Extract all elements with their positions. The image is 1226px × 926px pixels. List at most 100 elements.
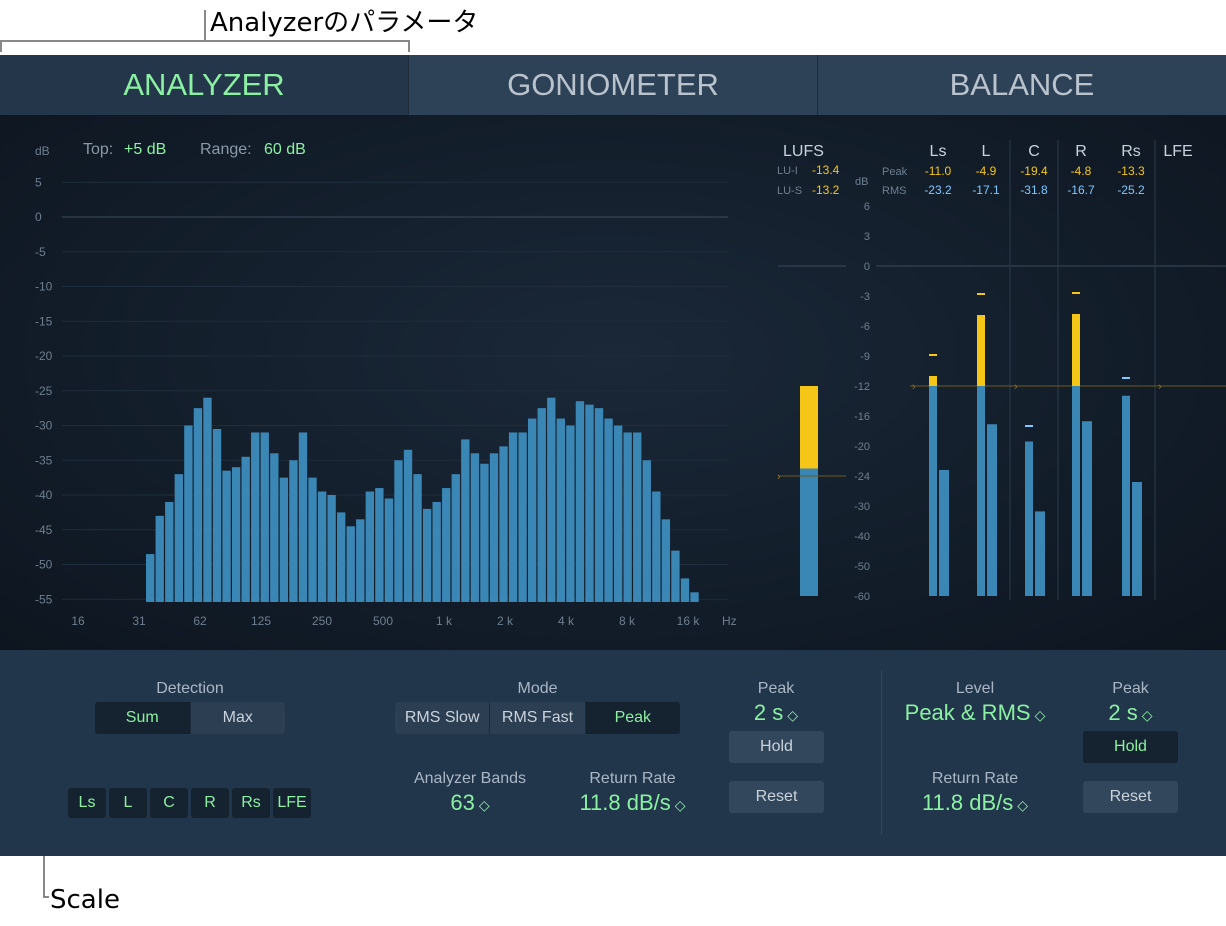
analyzer-band-bar	[165, 501, 174, 602]
analyzer-band-bar	[556, 418, 565, 602]
channel-l-button[interactable]: L	[109, 788, 147, 818]
return-rate-label: Return Rate	[589, 770, 676, 787]
peak-hold-marker	[1025, 425, 1033, 427]
channel-r-button[interactable]: R	[191, 788, 229, 818]
levels-db-unit: dB	[855, 176, 868, 188]
controls-panel: Detection Sum Max Ls L C R Rs LFE Mode R…	[0, 650, 1226, 856]
peak-bar	[977, 386, 985, 596]
lufs-label: LUFS	[783, 143, 824, 160]
channel-rs-button[interactable]: Rs	[232, 788, 270, 818]
level-label: Level	[955, 680, 995, 697]
reset-button[interactable]: Reset	[729, 781, 824, 813]
analyzer-band-bar	[575, 401, 585, 602]
analyzer-band-bar	[585, 404, 594, 602]
channel-name: L	[982, 143, 991, 160]
analyzer-y-scale: 5 0 -5 -10 -15 -20 -25 -30 -35 -40 -45 -50 -55	[35, 175, 53, 606]
analyzer-band-bar	[146, 554, 155, 602]
rms-bar	[987, 424, 997, 596]
hold-button[interactable]: Hold	[729, 731, 824, 763]
detection-sum-button[interactable]: Sum	[95, 702, 191, 734]
chevron-updown-icon: ◇	[1141, 707, 1153, 723]
analyzer-band-bar	[680, 578, 690, 602]
analyzer-y-tick: -50	[35, 558, 53, 572]
tab-goniometer[interactable]: GONIOMETER	[409, 55, 818, 115]
peak-bar	[1122, 395, 1130, 596]
channel-name: C	[1028, 143, 1040, 160]
channel-lfe-button[interactable]: LFE	[273, 788, 311, 818]
analyzer-band-bar	[528, 418, 537, 602]
channel-peak-value: -19.4	[1020, 164, 1048, 178]
channel-c-button[interactable]: C	[150, 788, 188, 818]
mode-rms-fast-button[interactable]: RMS Fast	[490, 702, 586, 734]
level-reset-button[interactable]: Reset	[1083, 781, 1178, 813]
detection-max-button[interactable]: Max	[190, 702, 285, 734]
analyzer-band-bar	[547, 397, 556, 602]
analyzer-band-bar	[537, 408, 546, 602]
mode-rms-slow-button[interactable]: RMS Slow	[395, 702, 491, 734]
level-scale-tick: -6	[860, 321, 870, 333]
analyzer-x-tick: 62	[193, 614, 207, 628]
rms-bar	[1132, 482, 1142, 596]
analyzer-x-tick: 16	[71, 614, 85, 628]
mode-selector: RMS Slow RMS Fast Peak	[395, 702, 680, 734]
tab-balance[interactable]: BALANCE	[818, 55, 1226, 115]
level-return-rate-popup[interactable]: 11.8 dB/s ◇	[885, 790, 1065, 816]
level-peak-popup[interactable]: 2 s ◇	[1083, 700, 1178, 726]
level-scale-tick: 6	[864, 201, 870, 213]
peak-value: 2 s	[753, 700, 784, 725]
level-meters: Ls -11.0 -23.2 L -4.9 -17.1 C -19.4 -31.8 R -4.8 -1…	[924, 143, 1193, 596]
level-scale-tick: -9	[860, 351, 870, 363]
channel-peak-value: -4.8	[1071, 164, 1092, 178]
analyzer-band-bar	[203, 397, 212, 602]
analyzer-band-bar	[289, 460, 298, 602]
channel-peak-value: -4.9	[976, 164, 997, 178]
analyzer-band-bar	[422, 508, 432, 602]
analyzer-band-bar	[661, 519, 671, 602]
analyzer-x-tick: 125	[251, 614, 271, 628]
channel-rms-value: -16.7	[1067, 183, 1095, 197]
top-value[interactable]: +5 dB	[124, 141, 166, 158]
rms-bar	[939, 470, 949, 596]
analyzer-x-tick: 1 k	[436, 614, 453, 628]
peak-hold-marker	[1072, 292, 1080, 294]
analyzer-band-bar	[690, 592, 699, 602]
analyzer-y-tick: -45	[35, 523, 53, 537]
return-rate-popup[interactable]: 11.8 dB/s ◇	[555, 790, 710, 816]
analyzer-band-bar	[356, 519, 365, 602]
mode-peak-button[interactable]: Peak	[585, 702, 680, 734]
lus-label: LU-S	[777, 185, 802, 197]
level-scale-tick: -20	[854, 441, 870, 453]
analyzer-band-bar	[413, 474, 422, 602]
range-value[interactable]: 60 dB	[264, 141, 306, 158]
chevron-updown-icon: ◇	[674, 797, 686, 813]
levels-peak-label: Peak	[882, 166, 908, 178]
level-scale-tick: -16	[854, 411, 870, 423]
target-marker-icon: ›	[1158, 381, 1162, 393]
peak-bar-over	[929, 376, 937, 386]
tab-analyzer[interactable]: ANALYZER	[0, 55, 409, 115]
peak-bar	[1072, 386, 1080, 596]
analyzer-y-tick: 0	[35, 210, 42, 224]
analyzer-band-bar	[222, 470, 231, 602]
target-marker-icon: ›	[912, 381, 916, 393]
lui-value: -13.4	[812, 163, 840, 177]
level-hold-button[interactable]: Hold	[1083, 731, 1178, 763]
level-popup[interactable]: Peak & RMS ◇	[885, 700, 1065, 726]
analyzer-band-bar	[317, 491, 327, 602]
channel-ls-button[interactable]: Ls	[68, 788, 106, 818]
analyzer-band-bar	[298, 432, 308, 602]
analyzer-bands-popup[interactable]: 63 ◇	[390, 790, 550, 816]
level-peak-value: 2 s	[1108, 700, 1138, 725]
analyzer-x-tick: 31	[132, 614, 146, 628]
channel-rms-value: -31.8	[1020, 183, 1048, 197]
peak-bar-over	[977, 315, 985, 386]
analyzer-y-tick: -15	[35, 314, 53, 328]
callout-bracket-stem	[204, 10, 206, 40]
lufs-target-marker-icon: ›	[777, 471, 781, 483]
range-label: Range:	[200, 141, 252, 158]
analyzer-y-tick: -20	[35, 349, 53, 363]
lufs-bar	[800, 468, 818, 596]
peak-label: Peak	[757, 680, 795, 697]
chevron-updown-icon: ◇	[1034, 707, 1046, 723]
peak-popup[interactable]: 2 s ◇	[728, 700, 824, 726]
